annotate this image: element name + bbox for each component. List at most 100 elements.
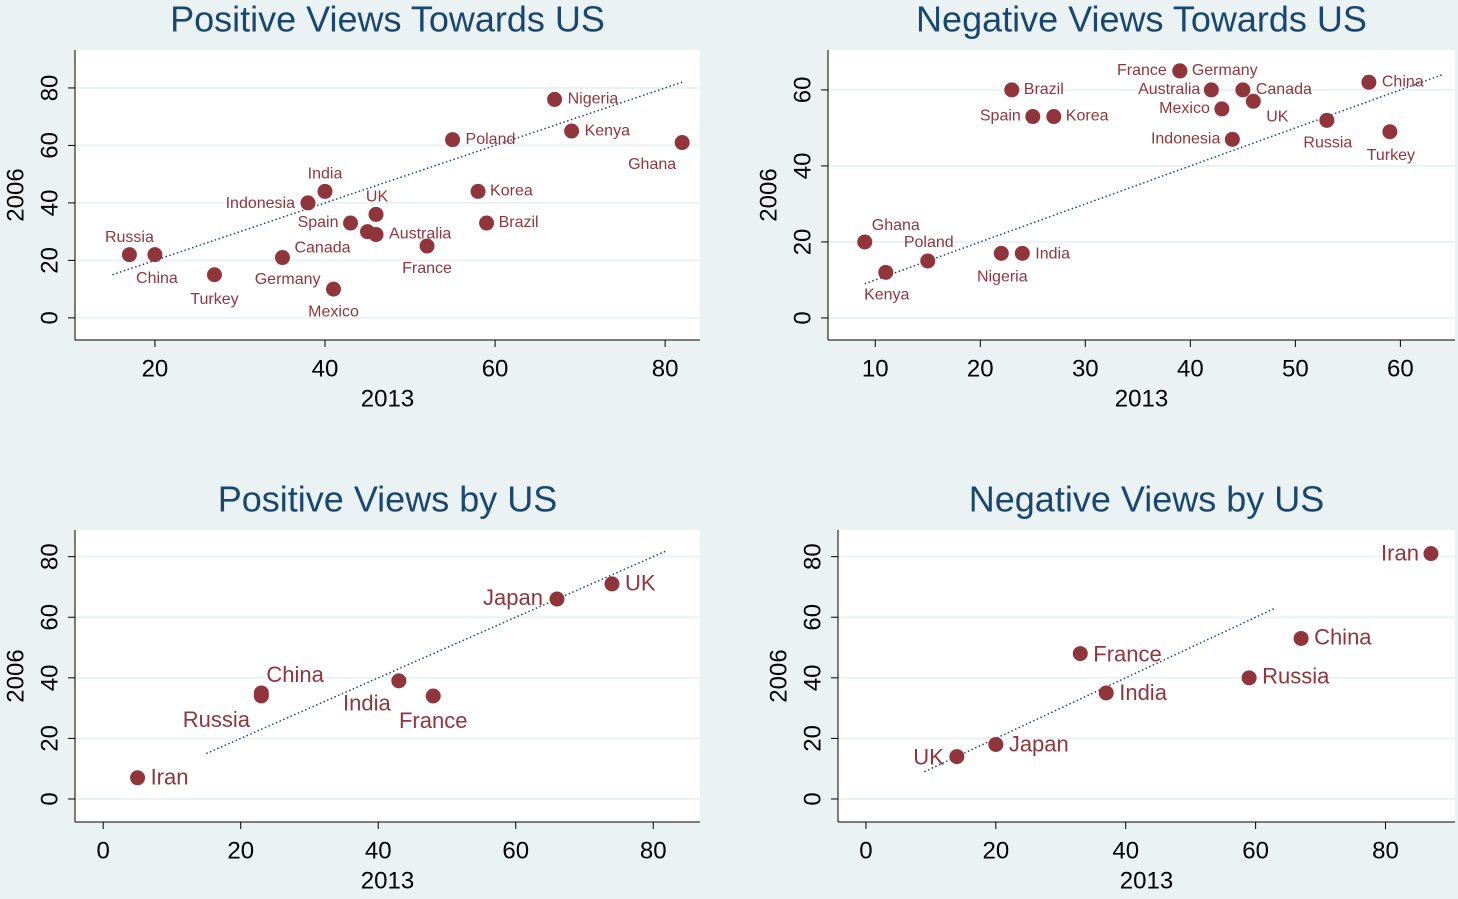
point	[1072, 646, 1088, 662]
point-label: China	[266, 662, 324, 687]
point	[1245, 93, 1261, 109]
point	[445, 132, 461, 148]
x-tick-label: 60	[1242, 837, 1269, 864]
x-tick-label: 0	[97, 837, 110, 864]
point-label: UK	[913, 744, 944, 769]
x-tick-label: 60	[482, 355, 509, 382]
point-label: Poland	[466, 131, 516, 148]
point-label: Mexico	[1159, 100, 1210, 117]
point-label: Germany	[255, 271, 321, 288]
y-tick-label: 80	[36, 75, 63, 102]
x-tick-label: 20	[227, 837, 254, 864]
point-label: Turkey	[190, 291, 238, 308]
point-label: Japan	[1009, 731, 1069, 756]
y-tick-label: 60	[789, 77, 816, 104]
x-tick-label: 80	[640, 837, 667, 864]
x-axis-title: 2013	[1120, 867, 1173, 894]
y-tick-label: 40	[789, 153, 816, 180]
y-axis-title: 2006	[765, 649, 792, 702]
y-tick-label: 20	[789, 229, 816, 256]
point	[253, 685, 269, 701]
point-label: Korea	[490, 183, 533, 200]
point-label: Nigeria	[977, 269, 1028, 286]
point-label: Russia	[1262, 664, 1330, 689]
point-label: France	[402, 260, 452, 277]
point	[121, 247, 137, 263]
point	[419, 238, 435, 254]
y-tick-label: 40	[36, 190, 63, 217]
point-label: Australia	[1138, 81, 1200, 98]
y-tick-label: 20	[799, 725, 826, 752]
x-axis-title: 2013	[361, 867, 414, 894]
point	[130, 770, 146, 786]
reference-line	[112, 81, 683, 276]
point-label: Canada	[1256, 81, 1312, 98]
point-label: Iran	[1381, 540, 1419, 565]
point-label: Nigeria	[568, 91, 619, 108]
x-tick-label: 20	[982, 837, 1009, 864]
y-axis-title: 2006	[755, 168, 782, 221]
chart-title: Negative Views by US	[969, 479, 1325, 520]
point-label: Australia	[389, 226, 451, 243]
point	[147, 247, 163, 263]
x-tick-label: 40	[1112, 837, 1139, 864]
point	[547, 91, 563, 107]
point-label: France	[1117, 62, 1167, 79]
y-tick-label: 20	[36, 247, 63, 274]
x-tick-label: 30	[1072, 355, 1099, 382]
y-tick-label: 80	[799, 543, 826, 570]
point	[391, 673, 407, 689]
x-tick-label: 20	[142, 355, 169, 382]
point	[317, 183, 333, 199]
point-label: China	[1314, 624, 1372, 649]
point	[1172, 63, 1188, 79]
x-tick-label: 40	[1177, 355, 1204, 382]
point-label: India	[343, 691, 391, 716]
point-label: Kenya	[864, 287, 909, 304]
point	[1214, 101, 1230, 117]
point	[1224, 131, 1240, 147]
x-tick-label: 80	[652, 355, 679, 382]
point-label: Indonesia	[1151, 131, 1220, 148]
point	[604, 576, 620, 592]
point-label: India	[308, 166, 343, 183]
x-tick-label: 60	[502, 837, 529, 864]
chart-title: Positive Views Towards US	[170, 0, 605, 40]
point-label: Brazil	[499, 214, 539, 231]
point-label: UK	[366, 189, 389, 206]
y-tick-label: 0	[799, 792, 826, 805]
point-label: Germany	[1192, 62, 1258, 79]
point	[206, 267, 222, 283]
point	[326, 281, 342, 297]
point	[470, 183, 486, 199]
point-label: France	[1093, 641, 1161, 666]
point-label: UK	[1266, 109, 1289, 126]
point-label: Poland	[904, 234, 954, 251]
point	[1241, 670, 1257, 686]
x-tick-label: 20	[967, 355, 994, 382]
point-label: Russia	[183, 707, 251, 732]
point	[564, 123, 580, 139]
point	[857, 234, 873, 250]
point	[1004, 82, 1020, 98]
point	[274, 250, 290, 266]
chart-title: Negative Views Towards US	[916, 0, 1367, 40]
point	[1423, 546, 1439, 562]
plot-area	[838, 530, 1455, 822]
point	[343, 215, 359, 231]
point-label: Spain	[980, 108, 1021, 125]
y-axis-title: 2006	[2, 168, 29, 221]
point-label: Iran	[151, 765, 189, 790]
point	[1025, 109, 1041, 125]
x-tick-label: 80	[1372, 837, 1399, 864]
y-tick-label: 40	[36, 664, 63, 691]
y-tick-label: 40	[799, 664, 826, 691]
point-label: Ghana	[628, 156, 676, 173]
point	[425, 688, 441, 704]
point	[1046, 109, 1062, 125]
x-axis-title: 2013	[361, 385, 414, 412]
point-label: Japan	[483, 585, 543, 610]
point-label: Spain	[298, 214, 339, 231]
plot-area	[75, 50, 700, 340]
